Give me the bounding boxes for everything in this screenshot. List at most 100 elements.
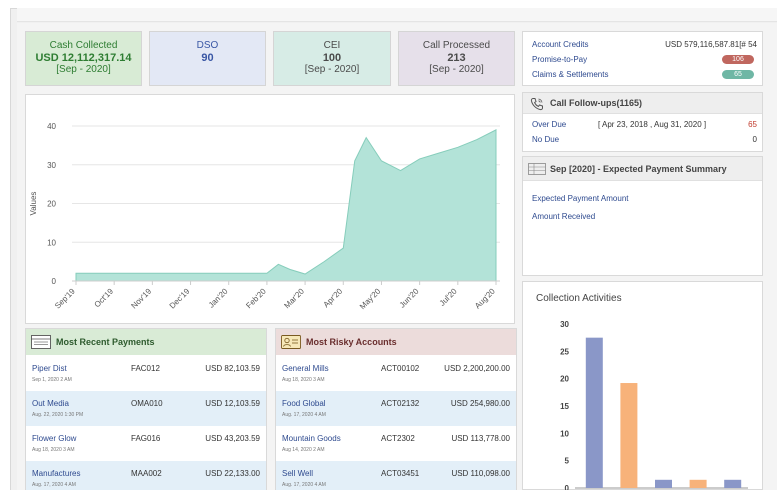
kpi-cash-collected[interactable]: Cash Collected USD 12,112,317.14 [Sep - …: [25, 31, 142, 86]
expected-payment-header: Sep [2020] - Expected Payment Summary: [523, 157, 762, 181]
y-tick-label: 20: [47, 200, 56, 209]
x-tick-label: Sep'19: [53, 286, 77, 310]
y-tick-label: 0: [565, 484, 570, 490]
x-tick-label: Oct'19: [93, 286, 116, 309]
x-tick-label: Jul'20: [438, 286, 459, 307]
payment-date: Aug. 17, 2020 4 AM: [32, 482, 76, 488]
series-area: [75, 129, 497, 282]
account-credits-value: USD 579,116,587.81[# 54: [665, 40, 757, 49]
no-due-label: No Due: [532, 135, 560, 144]
payer-name: Out Media: [32, 399, 69, 408]
y-tick-label: 20: [560, 375, 569, 384]
x-tick-label: Dec'19: [168, 286, 192, 310]
table-row[interactable]: Out Media Aug. 22, 2020 1:30 PM OMA010 U…: [26, 391, 266, 426]
table-row[interactable]: Flower Glow Aug 18, 2020 3 AM FAG016 USD…: [26, 426, 266, 461]
payment-list-icon: [31, 335, 51, 349]
bar: [620, 383, 638, 488]
kpi-value: 100: [322, 52, 342, 64]
account-date: Aug. 17, 2020 4 AM: [282, 482, 326, 488]
risky-accounts-table: Most Risky Accounts General Mills Aug 18…: [275, 328, 517, 490]
payment-amount: USD 82,103.59: [205, 364, 260, 373]
kpi-label: Call Processed: [422, 40, 491, 51]
payment-code: FAC012: [131, 364, 160, 373]
x-tick-label: Feb'20: [244, 286, 268, 310]
kpi-cei[interactable]: CEI 100 [Sep - 2020]: [273, 31, 391, 86]
overdue-row[interactable]: Over Due [ Apr 23, 2018 , Aug 31, 2020 ]…: [532, 120, 757, 129]
values-area-chart: 0 10 20 30 40 Sep'19 Oct'19 Nov'19 Dec'19 Jan'20 F…: [29, 122, 500, 311]
claims-settlements-label: Claims & Settlements: [532, 70, 609, 79]
account-credits-row[interactable]: Account Credits USD 579,116,587.81[# 54: [532, 40, 757, 49]
x-tick-label: Jan'20: [207, 286, 230, 309]
payment-code: FAG016: [131, 434, 161, 443]
collection-bar-chart: 0 5 10 15 20 25 30: [560, 320, 748, 490]
y-tick-label: 15: [560, 402, 569, 411]
account-code: ACT03451: [381, 469, 420, 478]
payer-name: Piper Dist: [32, 364, 67, 373]
claims-settlements-row[interactable]: Claims & Settlements: [532, 70, 757, 79]
x-tick-label: May'20: [358, 286, 383, 311]
collection-activities-title: Collection Activities: [536, 293, 622, 304]
account-amount: USD 2,200,200.00: [444, 364, 510, 373]
account-date: Aug. 17, 2020 4 AM: [282, 412, 326, 418]
y-tick-label: 25: [560, 347, 569, 356]
y-tick-label: 30: [560, 320, 569, 329]
kpi-label: CEI: [323, 40, 341, 51]
account-credits-label: Account Credits: [532, 40, 589, 49]
table-row[interactable]: Piper Dist Sep 1, 2020 2 AM FAC012 USD 8…: [26, 356, 266, 391]
x-tick-label: Mar'20: [282, 286, 306, 310]
risky-accounts-title: Most Risky Accounts: [306, 337, 397, 347]
payment-date: Aug 18, 2020 3 AM: [32, 447, 75, 453]
top-bar: [17, 8, 777, 22]
kpi-label: DSO: [196, 40, 219, 51]
account-amount: USD 113,778.00: [451, 434, 510, 443]
account-amount: USD 110,098.00: [451, 469, 510, 478]
promise-count-badge: 106: [722, 55, 754, 64]
account-code: ACT2302: [381, 434, 415, 443]
payment-date: Sep 1, 2020 2 AM: [32, 377, 72, 383]
table-row[interactable]: Sell Well Aug. 17, 2020 4 AM ACT03451 US…: [276, 461, 516, 490]
kpi-value: 90: [201, 52, 214, 64]
y-tick-label: 40: [47, 122, 56, 131]
expected-payment-amount-label[interactable]: Expected Payment Amount: [532, 194, 629, 203]
payment-date: Aug. 22, 2020 1:30 PM: [32, 412, 84, 418]
y-tick-label: 30: [47, 161, 56, 170]
table-row[interactable]: General Mills Aug 18, 2020 3 AM ACT00102…: [276, 356, 516, 391]
table-row[interactable]: Mountain Goods Aug 14, 2020 2 AM ACT2302…: [276, 426, 516, 461]
bar: [585, 337, 603, 488]
bar: [724, 479, 742, 488]
y-tick-label: 5: [565, 457, 570, 466]
expected-payment-title: Sep [2020] - Expected Payment Summary: [550, 164, 727, 174]
kpi-call-processed[interactable]: Call Processed 213 [Sep - 2020]: [398, 31, 515, 86]
bar: [655, 479, 672, 488]
followups-header: Call Follow-ups(1165): [523, 93, 762, 114]
kpi-dso[interactable]: DSO 90: [149, 31, 266, 86]
recent-payments-header: Most Recent Payments: [26, 329, 266, 355]
no-due-row[interactable]: No Due 0: [532, 135, 757, 144]
amount-received-label[interactable]: Amount Received: [532, 212, 596, 221]
payment-amount: USD 22,133.00: [205, 469, 260, 478]
payment-code: MAA002: [131, 469, 162, 478]
overdue-label: Over Due: [532, 120, 567, 129]
kpi-value: 213: [447, 52, 466, 64]
kpi-period: [Sep - 2020]: [56, 64, 111, 75]
no-due-count: 0: [752, 135, 757, 144]
id-card-icon: [281, 335, 301, 349]
table-row[interactable]: Manufactures Aug. 17, 2020 4 AM MAA002 U…: [26, 461, 266, 490]
y-axis-label: Values: [29, 192, 38, 216]
recent-payments-table: Most Recent Payments Piper Dist Sep 1, 2…: [25, 328, 267, 490]
kpi-label: Cash Collected: [49, 40, 118, 51]
call-followups-panel: Call Follow-ups(1165) Over Due [ Apr 23,…: [522, 92, 763, 152]
account-name: Food Global: [282, 399, 326, 408]
table-row[interactable]: Food Global Aug. 17, 2020 4 AM ACT02132 …: [276, 391, 516, 426]
payer-name: Flower Glow: [32, 434, 77, 443]
account-amount: USD 254,980.00: [450, 399, 510, 408]
collection-activities-panel: Collection Activities 0 5 10 15 20 25 30: [522, 281, 763, 490]
payment-amount: USD 12,103.59: [205, 399, 260, 408]
payer-name: Manufactures: [32, 469, 81, 478]
promise-to-pay-row[interactable]: Promise-to-Pay: [532, 55, 757, 64]
kpi-period: [Sep - 2020]: [304, 64, 360, 75]
x-tick-label: Apr'20: [322, 286, 345, 309]
y-tick-label: 10: [560, 429, 569, 438]
promise-to-pay-label: Promise-to-Pay: [532, 55, 588, 64]
overdue-count: 65: [748, 120, 757, 129]
